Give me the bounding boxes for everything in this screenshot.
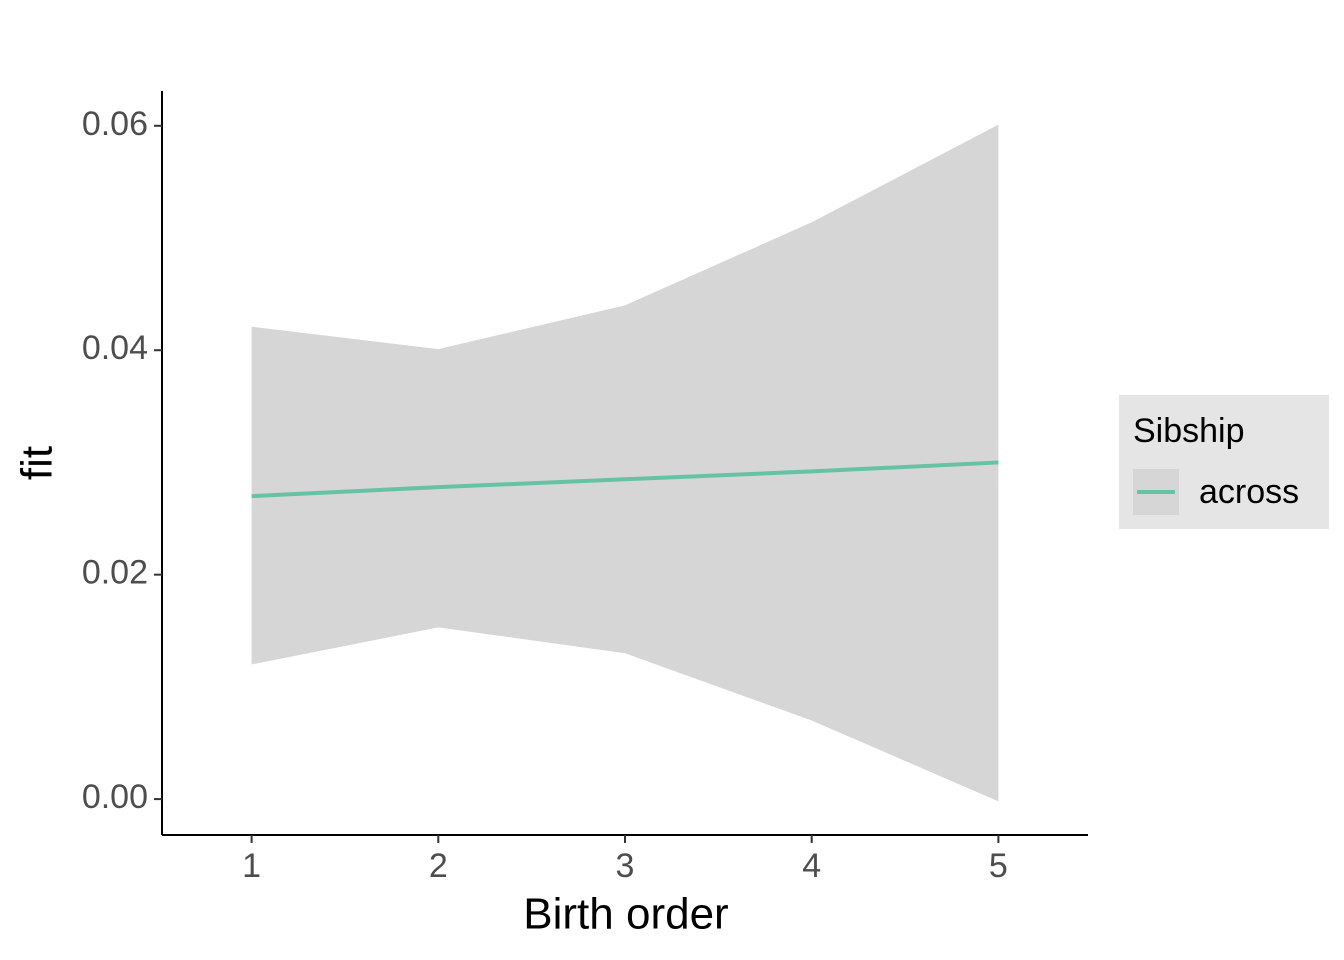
y-tick-label: 0.00 — [82, 778, 148, 816]
y-tick-label: 0.06 — [82, 105, 148, 143]
x-tick-label: 5 — [989, 847, 1008, 885]
x-axis-title: Birth order — [523, 890, 728, 939]
x-tick-label: 4 — [802, 847, 821, 885]
y-tick-label: 0.02 — [82, 554, 148, 592]
x-tick-label: 1 — [242, 847, 261, 885]
y-axis-title: fit — [13, 446, 62, 480]
fit-line — [251, 460, 999, 499]
y-tick-label: 0.04 — [82, 329, 148, 367]
x-tick-label: 3 — [616, 847, 635, 885]
legend-title: Sibship — [1133, 412, 1245, 450]
x-tick-label: 2 — [429, 847, 448, 885]
confidence-band — [251, 124, 999, 802]
legend-label: across — [1199, 473, 1299, 511]
